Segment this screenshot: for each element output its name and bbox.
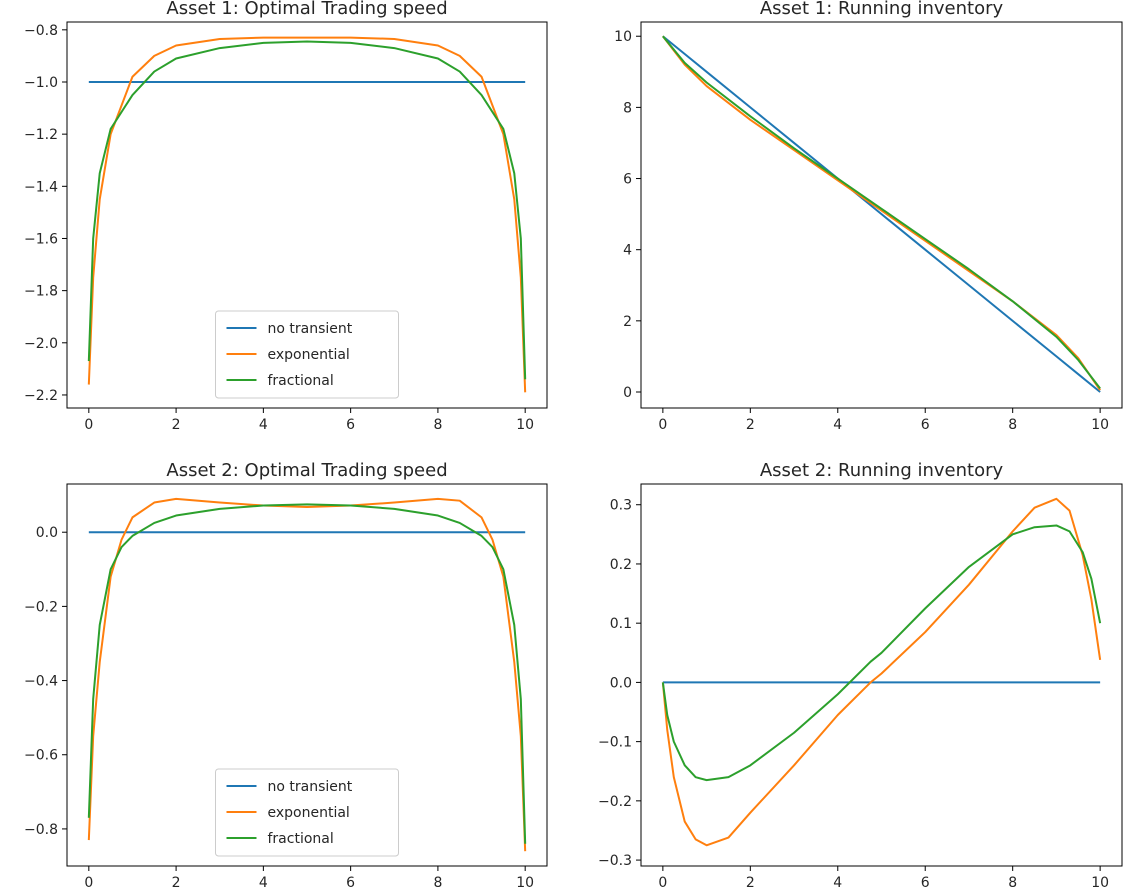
y-tick-label: 0	[623, 385, 632, 401]
legend-entry-label: exponential	[268, 347, 350, 363]
x-tick-label: 4	[833, 875, 842, 891]
chart-title: Asset 1: Optimal Trading speed	[166, 0, 447, 19]
series-line-exponential	[87, 497, 527, 852]
chart-title: Asset 2: Optimal Trading speed	[166, 460, 447, 481]
x-tick-label: 4	[259, 417, 268, 433]
x-tick-label: 2	[746, 417, 755, 433]
x-tick-label: 0	[84, 417, 93, 433]
legend-entry-label: fractional	[268, 831, 334, 847]
axes-frame	[640, 483, 1123, 867]
panel-2: Asset 1: Running inventory 0 2 4 6 8 10 0 2 4 6 8 10	[614, 0, 1123, 433]
x-tick-label: 6	[346, 417, 355, 433]
y-tick-label: 0.0	[610, 675, 632, 691]
chart-title: Asset 2: Running inventory	[760, 460, 1004, 481]
series-line-fractional	[661, 524, 1102, 782]
y-tick-label: 0.3	[610, 498, 632, 514]
legend-frame	[215, 768, 399, 857]
series-line-fractional	[87, 40, 527, 380]
y-tick-label: 0.1	[610, 616, 632, 632]
x-tick-label: 8	[1008, 875, 1017, 891]
x-tick-label: 2	[746, 875, 755, 891]
y-tick-label: −2.2	[24, 388, 58, 404]
x-tick-label: 0	[658, 417, 667, 433]
y-tick-label: −1.8	[24, 284, 58, 300]
y-tick-label: 4	[623, 243, 632, 259]
legend-entry-label: no transient	[268, 779, 353, 795]
y-tick-label: −0.2	[598, 794, 632, 810]
legend: no transient exponential fractional	[215, 768, 399, 857]
x-tick-label: 8	[1008, 417, 1017, 433]
y-tick-label: −2.0	[24, 336, 58, 352]
panel-4: Asset 2: Running inventory 0 2 4 6 8 10 −0.3 −0.…	[598, 460, 1123, 891]
y-tick-label: −0.3	[598, 853, 632, 869]
x-tick-label: 4	[833, 417, 842, 433]
x-tick-label: 10	[516, 417, 534, 433]
y-tick-label: −1.6	[24, 231, 58, 247]
y-tick-label: −0.8	[24, 822, 58, 838]
axes-frame	[66, 483, 548, 867]
y-tick-label: 2	[623, 314, 632, 330]
y-tick-label: 10	[614, 29, 632, 45]
series-line-exponential	[662, 35, 1101, 391]
x-tick-label: 4	[259, 875, 268, 891]
x-tick-label: 2	[172, 417, 181, 433]
x-tick-label: 8	[433, 875, 442, 891]
panel-1: Asset 1: Optimal Trading speed 0 2 4 6 8 10 −2.…	[24, 0, 548, 433]
panel-3: Asset 2: Optimal Trading speed 0 2 4 6 8 10 −0.…	[24, 460, 548, 891]
x-tick-label: 8	[433, 417, 442, 433]
y-tick-label: 0.0	[36, 525, 58, 541]
x-tick-label: 0	[658, 875, 667, 891]
x-tick-label: 2	[172, 875, 181, 891]
series-line-exponential	[87, 36, 527, 393]
x-tick-label: 6	[921, 875, 930, 891]
y-tick-label: 0.2	[610, 557, 632, 573]
x-tick-label: 6	[921, 417, 930, 433]
x-tick-label: 10	[1091, 875, 1109, 891]
y-tick-label: −0.1	[598, 735, 632, 751]
y-tick-label: −0.4	[24, 674, 58, 690]
legend-frame	[215, 310, 399, 399]
legend-entry-label: no transient	[268, 321, 353, 337]
y-tick-label: −0.2	[24, 599, 58, 615]
y-tick-label: −1.0	[24, 75, 58, 91]
x-tick-label: 10	[516, 875, 534, 891]
axes-frame	[66, 21, 548, 409]
y-tick-label: −0.8	[24, 23, 58, 39]
y-tick-label: −1.4	[24, 179, 58, 195]
chart-title: Asset 1: Running inventory	[760, 0, 1004, 19]
series-line-no-transient	[662, 35, 1101, 393]
axes-frame	[640, 21, 1123, 409]
legend-entry-label: fractional	[268, 373, 334, 389]
series-line-fractional	[87, 503, 527, 844]
y-tick-label: −1.2	[24, 127, 58, 143]
legend: no transient exponential fractional	[215, 310, 399, 399]
series-line-exponential	[661, 497, 1102, 847]
y-tick-label: −0.6	[24, 748, 58, 764]
y-tick-label: 8	[623, 100, 632, 116]
x-tick-label: 6	[346, 875, 355, 891]
x-tick-label: 10	[1091, 417, 1109, 433]
y-tick-label: 6	[623, 172, 632, 188]
series-line-fractional	[662, 35, 1101, 390]
x-tick-label: 0	[84, 875, 93, 891]
legend-entry-label: exponential	[268, 805, 350, 821]
